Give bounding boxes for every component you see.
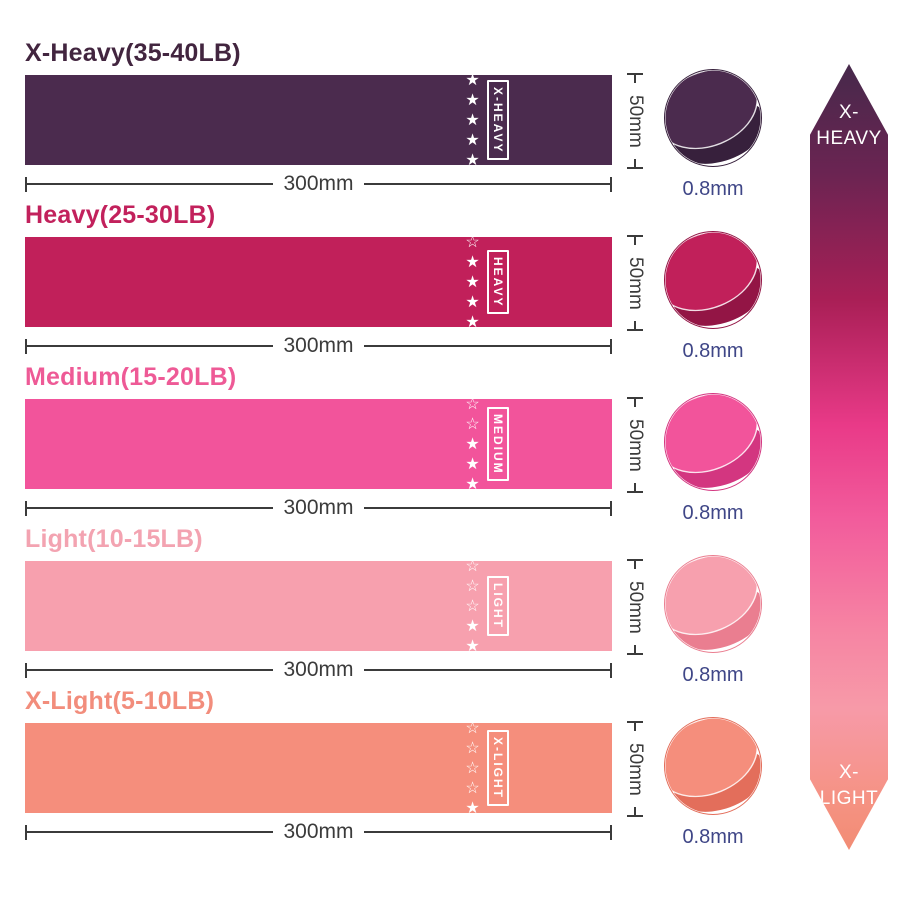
dimension-tick: [627, 397, 643, 407]
width-value: 300mm: [283, 334, 354, 357]
width-dimension: 300mm: [25, 820, 612, 843]
width-dimension: 300mm: [25, 496, 612, 519]
band-title: Heavy(25-30LB): [25, 201, 216, 229]
thickness-photo: [663, 392, 763, 492]
height-value: 50mm: [625, 418, 646, 472]
dimension-tick: [627, 483, 643, 493]
thickness-photo: [663, 716, 763, 816]
height-value: 50mm: [625, 94, 646, 148]
band-section-heavy: Heavy(25-30LB) ☆★★★★ HEAVY 300mm 50mm 0.…: [0, 201, 780, 399]
width-value: 300mm: [283, 658, 354, 681]
arrow-top-label-line1: X-: [839, 102, 859, 123]
band-section-light: Light(10-15LB) ☆☆☆★★ LIGHT 300mm 50mm 0.…: [0, 525, 780, 723]
dimension-tick: [610, 500, 612, 516]
arrow-top-label-line2: HEAVY: [816, 127, 882, 149]
thickness-photo: [663, 554, 763, 654]
star-rating: ☆★★★★: [463, 232, 480, 332]
star-rating: ★★★★★: [463, 70, 480, 170]
band-title: Medium(15-20LB): [25, 363, 237, 391]
thickness-value: 0.8mm: [682, 664, 744, 686]
dimension-line: [27, 831, 274, 833]
dimension-tick: [627, 807, 643, 817]
band-section-xlight: X-Light(5-10LB) ☆☆☆☆★ X-LIGHT 300mm 50mm…: [0, 687, 780, 885]
arrow-bottom-label-line1: X-: [839, 762, 859, 783]
dimension-line: [363, 669, 610, 671]
dimension-line: [363, 345, 610, 347]
band-marking: ☆★★★★ HEAVY: [462, 232, 509, 332]
band-marking: ★★★★★ X-HEAVY: [462, 70, 509, 170]
dimension-tick: [627, 159, 643, 169]
height-dimension: 50mm: [620, 235, 650, 331]
height-value: 50mm: [625, 580, 646, 634]
dimension-tick: [25, 500, 27, 516]
height-dimension: 50mm: [620, 559, 650, 655]
width-dimension: 300mm: [25, 172, 612, 195]
thickness-value: 0.8mm: [682, 178, 744, 200]
star-rating: ☆☆☆★★: [463, 556, 480, 656]
dimension-line: [27, 669, 274, 671]
width-dimension: 300mm: [25, 658, 612, 681]
band-swatch: ★★★★★ X-HEAVY: [25, 70, 612, 170]
dimension-tick: [627, 321, 643, 331]
dimension-line: [27, 507, 274, 509]
height-dimension: 50mm: [620, 721, 650, 817]
dimension-tick: [25, 824, 27, 840]
height-dimension: 50mm: [620, 73, 650, 169]
arrow-bottom-label-line2: LIGHT: [819, 787, 879, 809]
thickness-photo: [663, 68, 763, 168]
dimension-tick: [25, 662, 27, 678]
band-section-medium: Medium(15-20LB) ☆☆★★★ MEDIUM 300mm 50mm …: [0, 363, 780, 561]
dimension-line: [363, 183, 610, 185]
thickness-value: 0.8mm: [682, 502, 744, 524]
dimension-tick: [627, 559, 643, 569]
band-swatch: ☆★★★★ HEAVY: [25, 232, 612, 332]
band-strength-label: X-LIGHT: [487, 730, 509, 806]
band-swatch: ☆☆☆☆★ X-LIGHT: [25, 718, 612, 818]
band-strength-label: X-HEAVY: [487, 79, 509, 161]
dimension-line: [27, 345, 274, 347]
star-rating: ☆☆☆☆★: [463, 718, 480, 818]
dimension-tick: [627, 721, 643, 731]
band-strength-label: HEAVY: [487, 249, 509, 315]
width-value: 300mm: [283, 496, 354, 519]
dimension-tick: [610, 662, 612, 678]
band-marking: ☆☆☆★★ LIGHT: [462, 556, 509, 656]
width-value: 300mm: [283, 172, 354, 195]
height-dimension: 50mm: [620, 397, 650, 493]
height-value: 50mm: [625, 256, 646, 310]
strength-gradient-arrow: X- HEAVY X- LIGHT: [810, 64, 888, 850]
dimension-tick: [627, 645, 643, 655]
width-value: 300mm: [283, 820, 354, 843]
band-section-xheavy: X-Heavy(35-40LB) ★★★★★ X-HEAVY 300mm 50m…: [0, 39, 780, 237]
width-dimension: 300mm: [25, 334, 612, 357]
height-value: 50mm: [625, 742, 646, 796]
arrow-bottom-label: X- LIGHT: [810, 760, 888, 811]
dimension-tick: [610, 824, 612, 840]
thickness-photo: [663, 230, 763, 330]
arrow-top-label: X- HEAVY: [810, 100, 888, 151]
dimension-line: [363, 831, 610, 833]
band-title: Light(10-15LB): [25, 525, 203, 553]
band-swatch: ☆☆☆★★ LIGHT: [25, 556, 612, 656]
dimension-tick: [610, 338, 612, 354]
band-strength-label: LIGHT: [487, 576, 509, 636]
dimension-line: [27, 183, 274, 185]
band-marking: ☆☆☆☆★ X-LIGHT: [462, 718, 509, 818]
dimension-tick: [25, 176, 27, 192]
band-strength-label: MEDIUM: [487, 406, 509, 482]
dimension-tick: [627, 235, 643, 245]
band-title: X-Light(5-10LB): [25, 687, 215, 715]
thickness-value: 0.8mm: [682, 826, 744, 848]
dimension-line: [363, 507, 610, 509]
band-title: X-Heavy(35-40LB): [25, 39, 241, 67]
band-swatch: ☆☆★★★ MEDIUM: [25, 394, 612, 494]
star-rating: ☆☆★★★: [463, 394, 480, 494]
thickness-value: 0.8mm: [682, 340, 744, 362]
dimension-tick: [627, 73, 643, 83]
dimension-tick: [25, 338, 27, 354]
dimension-tick: [610, 176, 612, 192]
band-marking: ☆☆★★★ MEDIUM: [462, 394, 509, 494]
